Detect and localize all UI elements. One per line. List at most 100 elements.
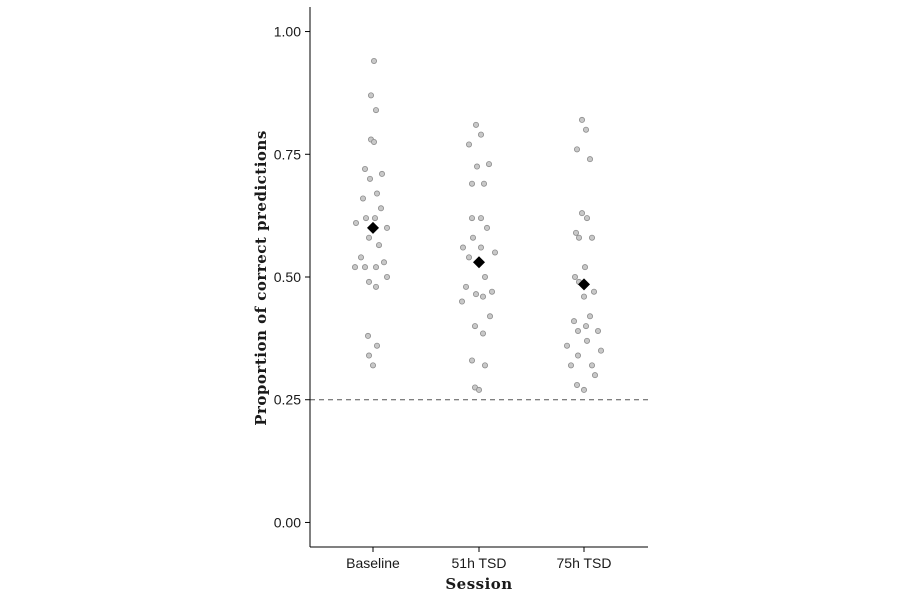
data-point <box>587 156 594 163</box>
y-tick-label: 0.00 <box>274 514 301 530</box>
data-point <box>458 298 465 305</box>
data-point <box>582 264 589 271</box>
data-point <box>383 273 390 280</box>
data-point <box>362 215 369 222</box>
data-point <box>583 126 590 133</box>
data-point <box>589 362 596 369</box>
data-point <box>581 386 588 393</box>
data-point <box>486 313 493 320</box>
data-point <box>477 215 484 222</box>
mean-marker <box>578 278 590 291</box>
data-point <box>352 219 359 226</box>
data-point <box>571 318 578 325</box>
data-point <box>377 205 384 212</box>
data-point <box>371 215 378 222</box>
data-point <box>378 170 385 177</box>
data-point <box>471 323 478 330</box>
data-point <box>579 116 586 123</box>
data-point <box>370 138 377 145</box>
data-point <box>592 372 599 379</box>
data-point <box>459 244 466 251</box>
data-point <box>574 381 581 388</box>
data-point <box>491 249 498 256</box>
data-point <box>472 121 479 128</box>
data-point <box>587 313 594 320</box>
data-point <box>468 180 475 187</box>
data-point <box>584 337 591 344</box>
mean-marker <box>367 221 379 234</box>
data-point <box>481 362 488 369</box>
data-point <box>365 278 372 285</box>
y-axis-ticks: 0.00 0.25 0.50 0.75 1.00 <box>274 24 310 530</box>
x-tick-label: 75h TSD <box>557 555 612 571</box>
data-point <box>595 327 602 334</box>
data-point <box>373 342 380 349</box>
data-point <box>383 224 390 231</box>
data-point <box>468 215 475 222</box>
data-point <box>485 161 492 168</box>
data-point <box>564 342 571 349</box>
data-point <box>468 357 475 364</box>
data-point <box>366 175 373 182</box>
data-point <box>574 146 581 153</box>
data-point <box>359 195 366 202</box>
data-point <box>477 131 484 138</box>
data-point <box>568 362 575 369</box>
data-point <box>581 293 588 300</box>
data-point <box>375 242 382 249</box>
data-point <box>473 163 480 170</box>
data-point <box>465 254 472 261</box>
data-point <box>573 229 580 236</box>
data-point <box>481 273 488 280</box>
data-point <box>584 215 591 222</box>
data-point <box>583 323 590 330</box>
mean-marker <box>473 256 485 269</box>
data-point <box>472 291 479 298</box>
data-point <box>575 327 582 334</box>
data-point <box>372 264 379 271</box>
data-point <box>479 330 486 337</box>
data-point <box>575 352 582 359</box>
data-point <box>373 190 380 197</box>
data-point <box>370 58 377 65</box>
data-point <box>361 165 368 172</box>
data-point <box>579 210 586 217</box>
data-point <box>372 107 379 114</box>
data-point <box>462 283 469 290</box>
y-tick-label: 0.50 <box>274 269 301 285</box>
data-point <box>589 234 596 241</box>
mean-markers-layer <box>367 221 590 291</box>
y-tick-label: 1.00 <box>274 24 301 40</box>
data-point <box>361 264 368 271</box>
data-point <box>351 264 358 271</box>
data-point <box>572 273 579 280</box>
y-tick-label: 0.75 <box>274 146 301 162</box>
data-point <box>357 254 364 261</box>
data-point <box>372 283 379 290</box>
data-point <box>365 234 372 241</box>
x-tick-label: 51h TSD <box>452 555 507 571</box>
data-point <box>598 347 605 354</box>
data-point <box>369 362 376 369</box>
data-point <box>576 234 583 241</box>
x-tick-label: Baseline <box>346 555 400 571</box>
y-axis-title: Proportion of correct predictions <box>252 130 270 426</box>
data-point <box>475 386 482 393</box>
data-point <box>365 352 372 359</box>
data-point <box>380 259 387 266</box>
data-point <box>465 141 472 148</box>
data-point <box>483 224 490 231</box>
data-point <box>591 288 598 295</box>
data-point <box>469 234 476 241</box>
data-point <box>364 332 371 339</box>
data-point <box>479 293 486 300</box>
data-point <box>480 180 487 187</box>
data-point <box>367 92 374 99</box>
y-tick-label: 0.25 <box>274 392 301 408</box>
x-axis-title: Session <box>445 575 512 593</box>
data-point <box>477 244 484 251</box>
data-points-layer <box>351 58 605 393</box>
x-axis-ticks: Baseline 51h TSD 75h TSD <box>346 547 612 571</box>
data-point <box>488 288 495 295</box>
